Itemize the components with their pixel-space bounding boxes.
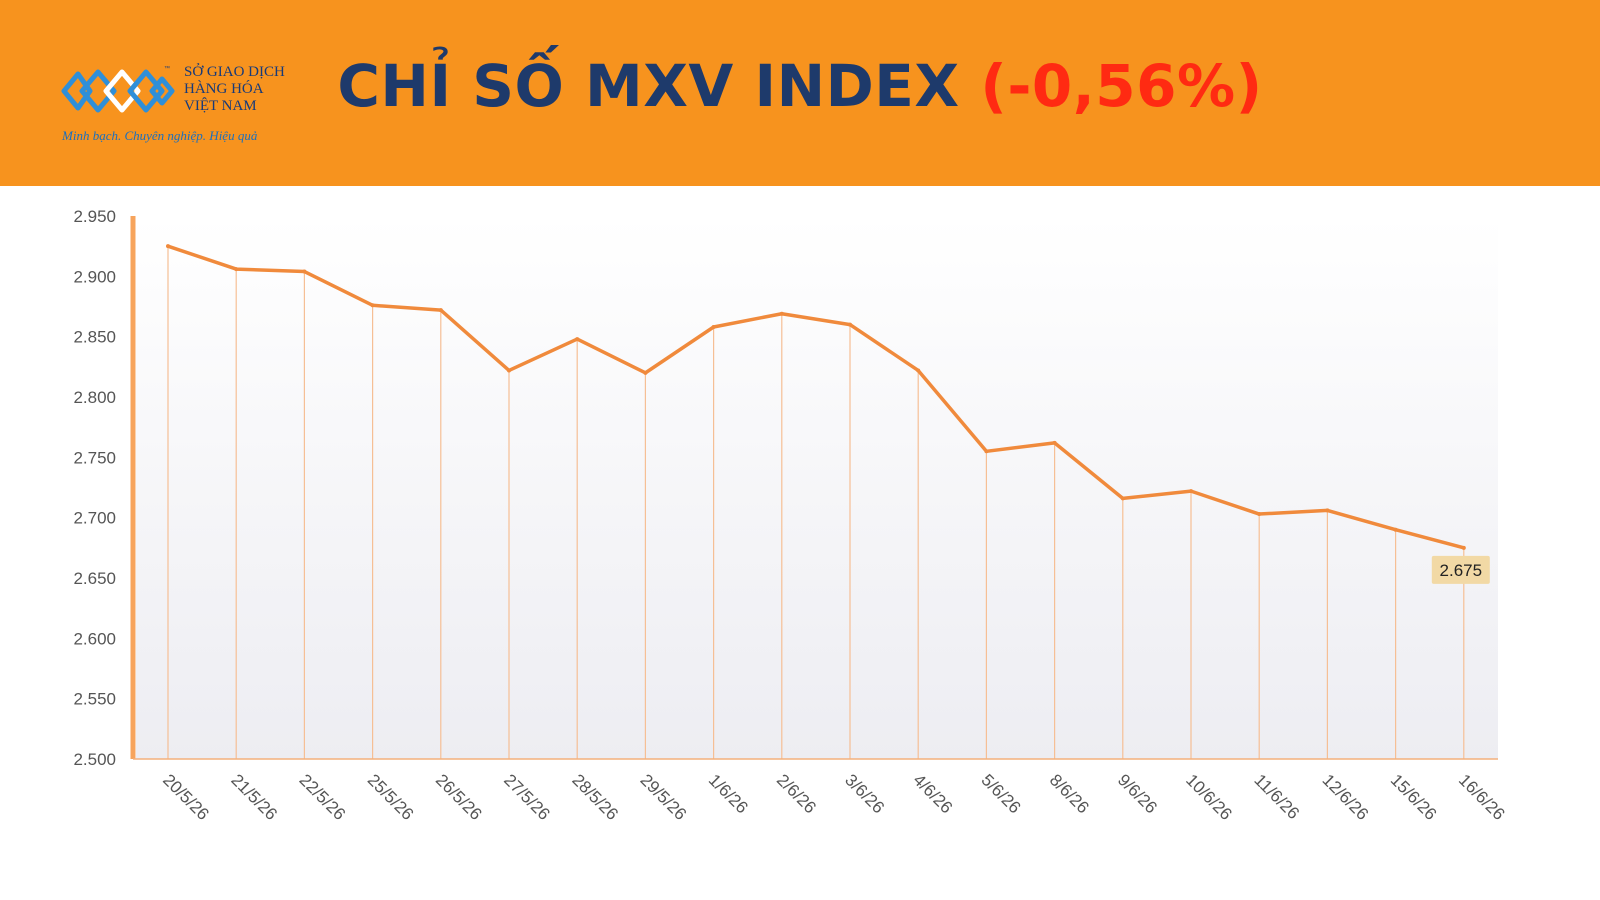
x-tick-label: 11/6/26 [1250,770,1303,823]
data-point [1325,508,1330,513]
data-point [438,308,443,313]
x-tick-label: 5/6/26 [978,770,1025,817]
data-point [643,370,648,375]
logo-line-3: VIỆT NAM [184,98,257,114]
data-point [575,337,580,342]
x-tick-label: 3/6/26 [841,770,888,817]
data-point [779,311,784,316]
data-point [166,244,170,249]
y-tick-label: 2.550 [73,690,116,709]
page-title: CHỈ SỐ MXV INDEX (-0,56%) [0,48,1600,124]
y-tick-label: 2.950 [73,207,116,226]
data-point [1189,489,1193,494]
data-point [1257,512,1262,517]
title-text: CHỈ SỐ MXV INDEX [337,52,960,120]
data-point [916,368,921,373]
x-tick-label: 2/6/26 [773,770,820,817]
x-tick-label: 15/6/26 [1387,770,1441,824]
logo-text: SỞ GIAO DỊCH HÀNG HÓA VIỆT NAM [184,64,285,115]
header-banner: ™ SỞ GIAO DỊCH HÀNG HÓA VIỆT NAM Minh bạ… [0,0,1600,186]
index-line-chart: 2.950 2.900 2.850 2.800 2.750 2.700 2.650 2.600… [73,207,1509,824]
trademark-mark: ™ [164,65,170,72]
data-point [984,449,989,454]
data-point [1461,545,1466,550]
x-tick-label: 29/5/26 [637,770,691,824]
x-tick-label: 20/5/26 [159,770,213,824]
x-tick-label: 22/5/26 [296,770,350,824]
data-point [848,322,852,327]
data-point [1393,527,1398,532]
last-value-label: 2.675 [1440,561,1483,580]
y-tick-label: 2.750 [73,448,116,467]
y-tick-label: 2.800 [73,388,116,407]
y-tick-label: 2.900 [73,267,116,286]
x-tick-label: 4/6/26 [909,770,956,817]
data-point [302,269,307,274]
x-tick-label: 16/6/26 [1455,770,1509,824]
x-tick-label: 21/5/26 [227,770,281,824]
logo-line-1: SỞ GIAO DỊCH [184,64,285,80]
data-point [1052,440,1057,445]
x-tick-label: 27/5/26 [500,770,554,824]
y-tick-label: 2.700 [73,509,116,528]
x-tick-label: 25/5/26 [364,770,418,824]
x-tick-label: 12/6/26 [1319,770,1373,824]
data-point [507,368,511,373]
change-percent: (-0,56%) [980,52,1263,120]
x-tick-label: 9/6/26 [1114,770,1161,817]
plot-background [136,216,1498,759]
logo-tagline: Minh bạch. Chuyên nghiệp. Hiệu quả [62,128,258,143]
exchange-logo: ™ SỞ GIAO DỊCH HÀNG HÓA VIỆT NAM Minh bạ… [60,58,300,148]
series-line [166,244,1466,550]
y-tick-label: 2.600 [73,629,116,648]
x-tick-label: 8/6/26 [1046,770,1093,817]
y-tick-label: 2.500 [73,750,116,769]
y-tick-label: 2.650 [73,569,116,588]
data-point [370,303,375,308]
x-tick-label: 10/6/26 [1182,770,1236,824]
data-point [234,267,239,272]
data-point [1120,496,1125,501]
chart-area: 2.950 2.900 2.850 2.800 2.750 2.700 2.650 2.600… [0,186,1600,900]
y-tick-label: 2.850 [73,328,116,347]
logo-mark-icon: ™ [61,65,175,113]
data-point [711,325,716,330]
x-tick-label: 1/6/26 [705,770,752,817]
x-tick-label: 28/5/26 [568,770,622,824]
logo-line-2: HÀNG HÓA [184,81,264,97]
x-tick-label: 26/5/26 [432,770,486,824]
last-value-badge [1431,555,1490,584]
